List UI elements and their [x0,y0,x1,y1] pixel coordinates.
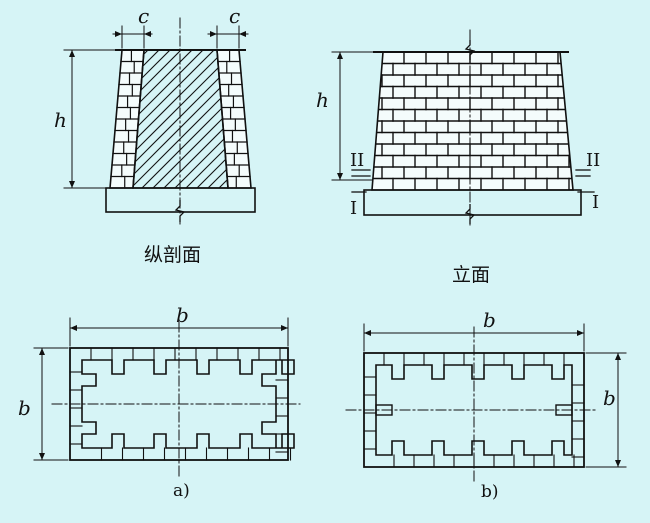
arrow-h [337,52,343,59]
footing-break [464,204,476,224]
hatch-line [141,50,228,188]
arrow-c [115,31,122,37]
footing-break [174,200,186,222]
elevation-view [331,29,595,227]
dimension-label-b-side-b: b [603,386,616,410]
arrow-b [577,330,584,336]
section-mark-II-right: II [586,150,601,171]
dimension-label-b-top-a: b [176,303,189,327]
dimension-label-h-elevation: h [316,88,329,112]
longitudinal-section-view [0,17,391,225]
hatch-line [133,50,227,188]
footing [363,189,582,216]
plan-view-b [345,323,627,484]
arrow-b [615,460,621,467]
section-mark-II-left: II [350,150,365,171]
hatch-line [133,50,183,188]
dimension-label-b-side-a: b [18,396,31,420]
inner-outline [81,359,295,449]
plan-view-a [33,317,301,477]
hatch-line [152,50,228,188]
section-mark-I-right: I [592,192,600,213]
hatch-line [0,38,105,188]
hatch-line [133,50,228,188]
brick-pattern [372,52,573,190]
section-view-title: 纵剖面 [144,244,202,266]
dimension-label-h-section: h [54,108,67,132]
caption-b: b) [481,482,499,502]
hatch-line [133,50,194,188]
elevation-view-title: 立面 [452,264,491,286]
arrow-b [39,348,45,355]
hatch-line [174,50,228,188]
arrow-c [144,31,151,37]
dimension-label-c-left: c [138,4,150,28]
arrow-h [69,181,75,188]
hatch-line [133,50,172,188]
arrow-c [239,31,246,37]
hatch-line [196,50,228,188]
hatch-line [133,50,216,188]
arrow-b [281,325,288,331]
arrow-b [70,325,77,331]
dimension-label-b-top-b: b [483,308,496,332]
hatch-line [0,38,83,188]
section-mark-I-left: I [350,198,358,219]
arrow-h [69,50,75,57]
arrow-b [39,453,45,460]
arrow-c [210,31,217,37]
caption-a: a) [173,481,190,501]
arrow-b [364,330,371,336]
hatch-line [241,38,391,188]
hatch-line [133,50,228,188]
hatch-line [133,50,228,188]
inner-outline [375,364,573,456]
dimension-label-c-right: c [229,4,241,28]
top-break [464,40,476,60]
arrow-b [615,353,621,360]
hatch-line [133,50,205,188]
hatch-line [0,38,94,188]
hatch-line [163,50,228,188]
arrow-h [337,173,343,180]
hatch-line [185,50,228,188]
